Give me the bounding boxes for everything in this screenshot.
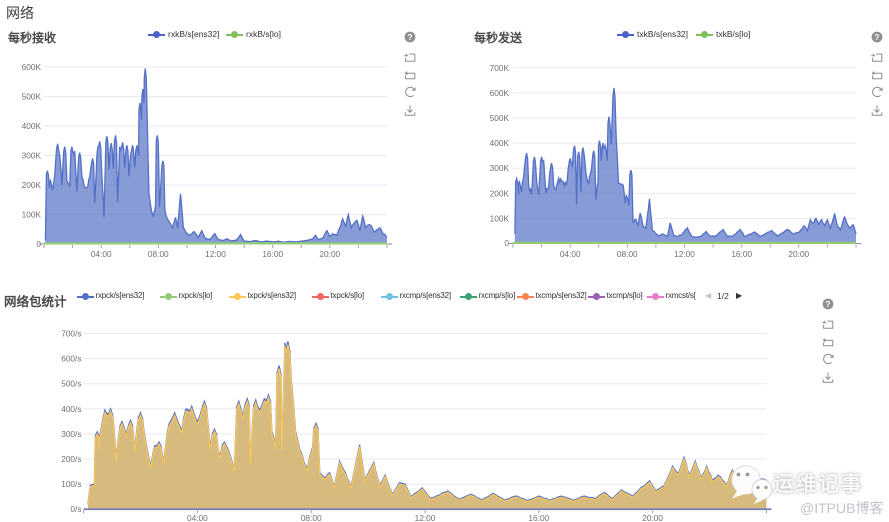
svg-text:20:00: 20:00 — [319, 249, 340, 259]
svg-text:0: 0 — [36, 239, 41, 249]
svg-text:20:00: 20:00 — [788, 249, 809, 259]
svg-text:400/s: 400/s — [61, 404, 81, 414]
svg-text:200K: 200K — [490, 188, 510, 198]
svg-text:12:00: 12:00 — [674, 249, 695, 259]
svg-text:08:00: 08:00 — [301, 513, 322, 522]
svg-text:08:00: 08:00 — [148, 249, 169, 259]
svg-text:04:00: 04:00 — [91, 249, 112, 259]
svg-text:0/s: 0/s — [70, 504, 81, 514]
svg-text:16:00: 16:00 — [528, 513, 549, 522]
svg-text:100/s: 100/s — [61, 479, 81, 489]
svg-text:100K: 100K — [22, 210, 42, 220]
svg-text:600K: 600K — [490, 88, 510, 98]
svg-text:04:00: 04:00 — [187, 513, 208, 522]
svg-text:700/s: 700/s — [61, 329, 81, 339]
svg-text:08:00: 08:00 — [617, 249, 638, 259]
svg-text:600K: 600K — [22, 62, 42, 72]
svg-text:700K: 700K — [490, 63, 510, 73]
svg-text:?: ? — [874, 32, 879, 42]
svg-text:20:00: 20:00 — [642, 513, 663, 522]
svg-text:12:00: 12:00 — [415, 513, 436, 522]
svg-text:400K: 400K — [22, 121, 42, 131]
svg-text:100K: 100K — [490, 213, 510, 223]
svg-text:0: 0 — [504, 238, 509, 248]
svg-text:04:00: 04:00 — [560, 249, 581, 259]
svg-text:?: ? — [825, 299, 830, 309]
svg-text:300/s: 300/s — [61, 429, 81, 439]
svg-text:600/s: 600/s — [61, 354, 81, 364]
svg-text:500K: 500K — [22, 92, 42, 102]
svg-text:300K: 300K — [22, 151, 42, 161]
svg-text:?: ? — [407, 32, 412, 42]
svg-text:500K: 500K — [490, 113, 510, 123]
svg-text:300K: 300K — [490, 163, 510, 173]
svg-text:400K: 400K — [490, 138, 510, 148]
svg-text:200/s: 200/s — [61, 454, 81, 464]
svg-text:500/s: 500/s — [61, 379, 81, 389]
svg-text:16:00: 16:00 — [262, 249, 283, 259]
svg-text:200K: 200K — [22, 180, 42, 190]
svg-text:12:00: 12:00 — [205, 249, 226, 259]
svg-text:16:00: 16:00 — [731, 249, 752, 259]
